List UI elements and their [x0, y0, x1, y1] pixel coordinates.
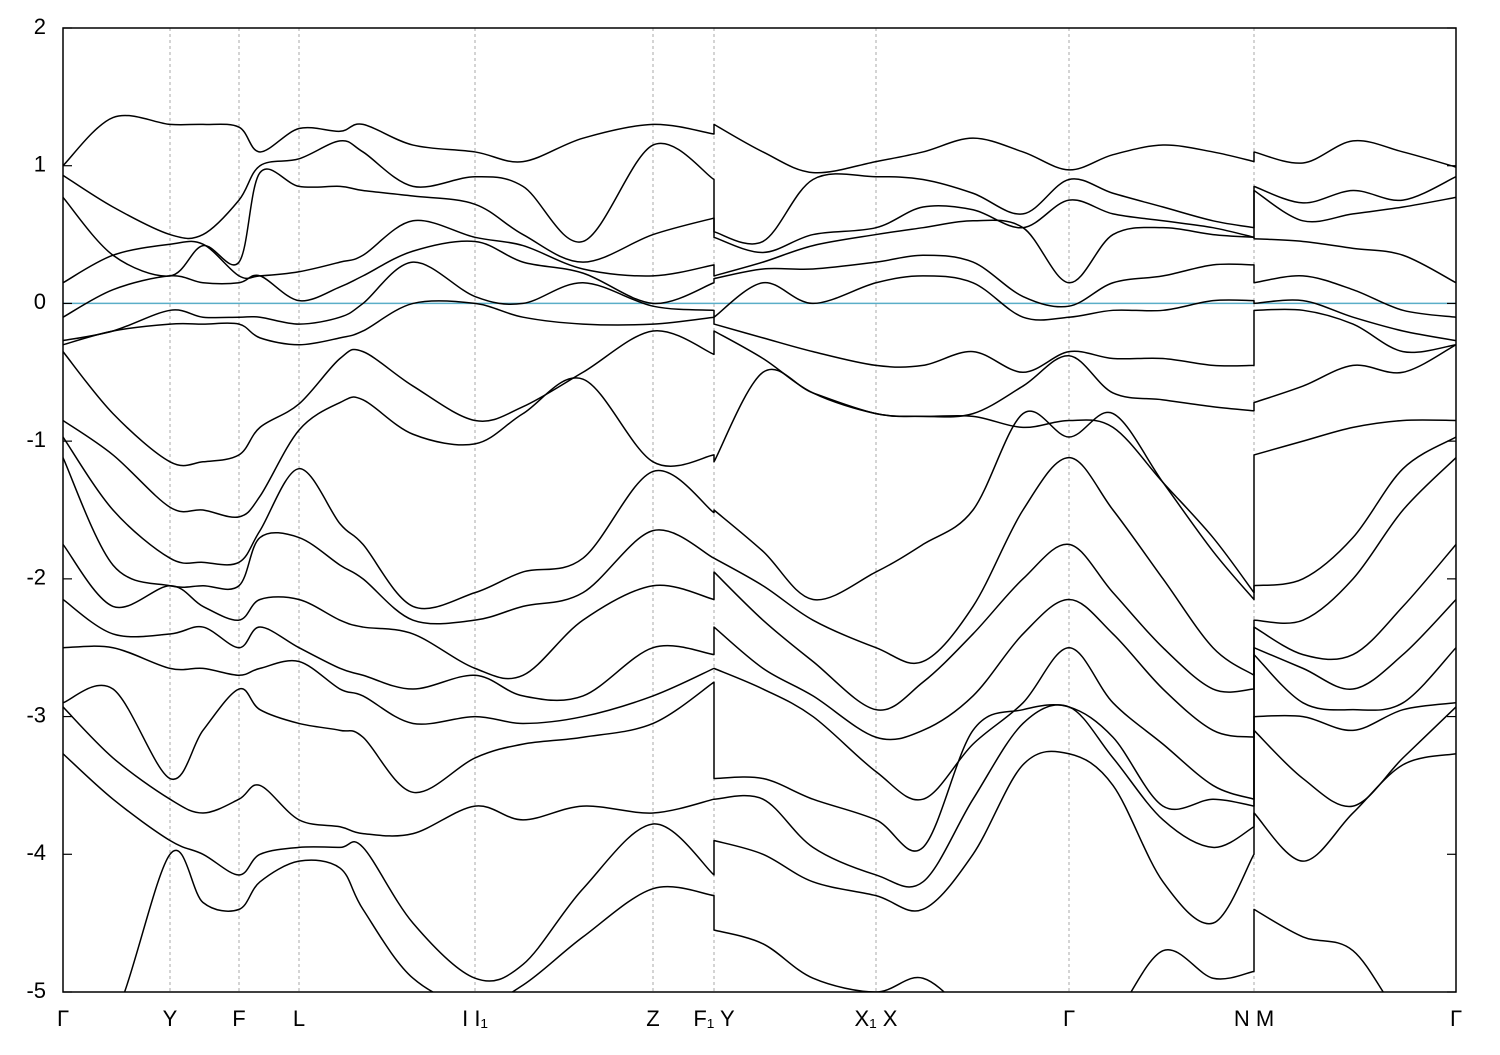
x-tick-label: F₁ Y: [693, 1006, 735, 1031]
x-tick-label: Γ: [1063, 1006, 1075, 1031]
y-tick-label: -3: [26, 702, 46, 727]
band-line: [63, 368, 1456, 594]
y-tick-label: -1: [26, 427, 46, 452]
x-tick-label: L: [293, 1006, 305, 1031]
axis-layer: -5 -4 -3 -2 -1 0 1 2 Γ Y F L I I₁ Z F₁ Y X₁ X Γ N M Γ: [26, 14, 1462, 1031]
x-tick-label: I I₁: [462, 1006, 488, 1031]
band-line: [63, 300, 1456, 374]
band-line: [63, 543, 1456, 711]
band-line: [63, 240, 1456, 318]
y-tick-label: -5: [26, 978, 46, 1003]
y-tick-label: 0: [34, 289, 46, 314]
band-line: [63, 168, 1456, 277]
x-tick-label: Y: [163, 1006, 178, 1031]
y-tick-label: 1: [34, 152, 46, 177]
x-tick-label: Z: [646, 1006, 659, 1031]
band-line: [63, 114, 1456, 174]
y-tick-label: -4: [26, 840, 46, 865]
x-tick-label: X₁ X: [855, 1006, 898, 1031]
band-line: [123, 849, 1385, 992]
x-tick-label: Γ: [1450, 1006, 1462, 1031]
plot-frame: [62, 27, 1457, 993]
x-tick-label: Γ: [57, 1006, 69, 1031]
x-tick-label: F: [232, 1006, 245, 1031]
y-tick-label: 2: [34, 14, 46, 39]
band-layer: [63, 114, 1456, 992]
band-line: [63, 330, 1456, 467]
band-line: [63, 704, 1456, 888]
band-line: [63, 681, 1456, 852]
band-line: [63, 750, 1456, 982]
band-line: [63, 598, 1456, 741]
band-line: [63, 140, 1456, 245]
x-tick-label: N M: [1234, 1006, 1274, 1031]
band-line: [63, 410, 1456, 610]
band-line: [63, 261, 1456, 342]
band-line: [63, 456, 1456, 677]
band-line: [63, 645, 1456, 801]
y-tick-label: -2: [26, 565, 46, 590]
